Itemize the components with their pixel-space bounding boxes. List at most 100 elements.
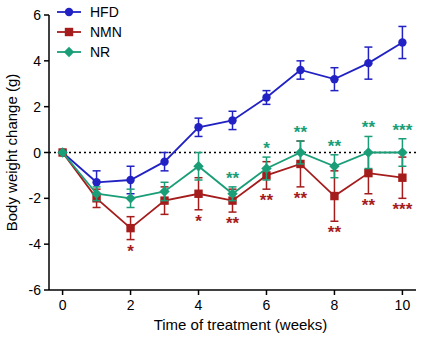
significance-label: ** bbox=[226, 214, 240, 233]
significance-label: *** bbox=[392, 121, 412, 140]
x-tick-label: 2 bbox=[127, 297, 135, 313]
error-bar bbox=[364, 47, 372, 79]
error-cap bbox=[229, 111, 237, 113]
marker bbox=[364, 169, 372, 177]
error-cap bbox=[127, 166, 135, 168]
x-axis-label: Time of treatment (weeks) bbox=[154, 316, 328, 333]
legend-marker bbox=[64, 47, 74, 57]
series-line bbox=[63, 153, 403, 199]
legend-label: NR bbox=[90, 44, 110, 60]
series-line bbox=[63, 43, 403, 183]
error-cap bbox=[330, 221, 338, 223]
series-nr bbox=[57, 136, 407, 207]
significance-label: ** bbox=[328, 223, 342, 242]
plot-area bbox=[57, 26, 407, 239]
x-tick bbox=[198, 290, 200, 295]
error-cap bbox=[93, 186, 101, 188]
x-tick-label: 8 bbox=[331, 297, 339, 313]
significance-label: ** bbox=[260, 191, 274, 210]
error-cap bbox=[398, 198, 406, 200]
marker bbox=[92, 178, 100, 186]
y-tick bbox=[44, 152, 49, 154]
x-tick bbox=[266, 290, 268, 295]
error-cap bbox=[364, 46, 372, 48]
y-tick-label: 6 bbox=[33, 7, 41, 23]
marker bbox=[398, 38, 406, 46]
significance-label: * bbox=[195, 212, 202, 231]
error-bar bbox=[296, 61, 304, 79]
y-tick bbox=[44, 60, 49, 62]
legend-marker bbox=[65, 8, 73, 16]
y-tick bbox=[44, 289, 49, 291]
error-cap bbox=[93, 207, 101, 209]
error-cap bbox=[229, 129, 237, 131]
y-tick-label: 0 bbox=[33, 145, 41, 161]
marker bbox=[364, 59, 372, 67]
marker bbox=[125, 193, 135, 203]
y-tick-label: -6 bbox=[29, 282, 42, 298]
error-cap bbox=[195, 136, 203, 138]
y-tick bbox=[44, 198, 49, 200]
error-cap bbox=[127, 239, 135, 241]
error-cap bbox=[364, 168, 372, 170]
marker bbox=[57, 147, 67, 157]
marker bbox=[329, 161, 339, 171]
error-cap bbox=[330, 177, 338, 179]
error-cap bbox=[93, 170, 101, 172]
y-tick bbox=[44, 243, 49, 245]
annotations: *************************** bbox=[127, 118, 412, 260]
significance-label: ** bbox=[362, 118, 376, 137]
error-cap bbox=[229, 200, 237, 202]
marker bbox=[126, 224, 134, 232]
marker bbox=[397, 147, 407, 157]
error-cap bbox=[127, 207, 135, 209]
zero-line bbox=[49, 152, 416, 153]
significance-label: * bbox=[127, 242, 134, 261]
error-cap bbox=[93, 200, 101, 202]
error-cap bbox=[398, 26, 406, 28]
marker bbox=[295, 147, 305, 157]
marker bbox=[194, 123, 202, 131]
y-axis-label: Body weight change (g) bbox=[3, 74, 20, 232]
error-cap bbox=[127, 188, 135, 190]
y-tick-label: -2 bbox=[29, 190, 42, 206]
x-tick bbox=[62, 290, 64, 295]
x-tick-label: 10 bbox=[395, 297, 411, 313]
y-tick bbox=[44, 14, 49, 16]
marker bbox=[126, 176, 134, 184]
marker bbox=[227, 189, 237, 199]
error-cap bbox=[330, 67, 338, 69]
error-bar bbox=[330, 171, 338, 221]
significance-label: ** bbox=[294, 189, 308, 208]
error-cap bbox=[127, 216, 135, 218]
marker bbox=[262, 93, 270, 101]
marker bbox=[296, 66, 304, 74]
marker bbox=[398, 174, 406, 182]
error-cap bbox=[161, 214, 169, 216]
significance-label: *** bbox=[392, 200, 412, 219]
significance-label: ** bbox=[328, 137, 342, 156]
error-cap bbox=[161, 182, 169, 184]
marker bbox=[228, 116, 236, 124]
legend-marker bbox=[65, 28, 73, 36]
series-nmn bbox=[58, 141, 406, 240]
error-cap bbox=[195, 179, 203, 181]
legend: HFDNMNNR bbox=[57, 4, 122, 60]
y-tick-label: -4 bbox=[29, 236, 42, 252]
marker bbox=[363, 147, 373, 157]
error-cap bbox=[262, 188, 270, 190]
error-cap bbox=[364, 78, 372, 80]
error-cap bbox=[330, 90, 338, 92]
error-bar bbox=[127, 166, 135, 194]
marker bbox=[160, 157, 168, 165]
error-cap bbox=[195, 152, 203, 154]
marker bbox=[330, 75, 338, 83]
error-cap bbox=[262, 104, 270, 106]
error-cap bbox=[161, 152, 169, 154]
significance-label: ** bbox=[362, 196, 376, 215]
error-cap bbox=[195, 117, 203, 119]
error-cap bbox=[296, 186, 304, 188]
series-hfd bbox=[58, 26, 406, 193]
x-tick bbox=[402, 290, 404, 295]
x-tick-label: 6 bbox=[263, 297, 271, 313]
